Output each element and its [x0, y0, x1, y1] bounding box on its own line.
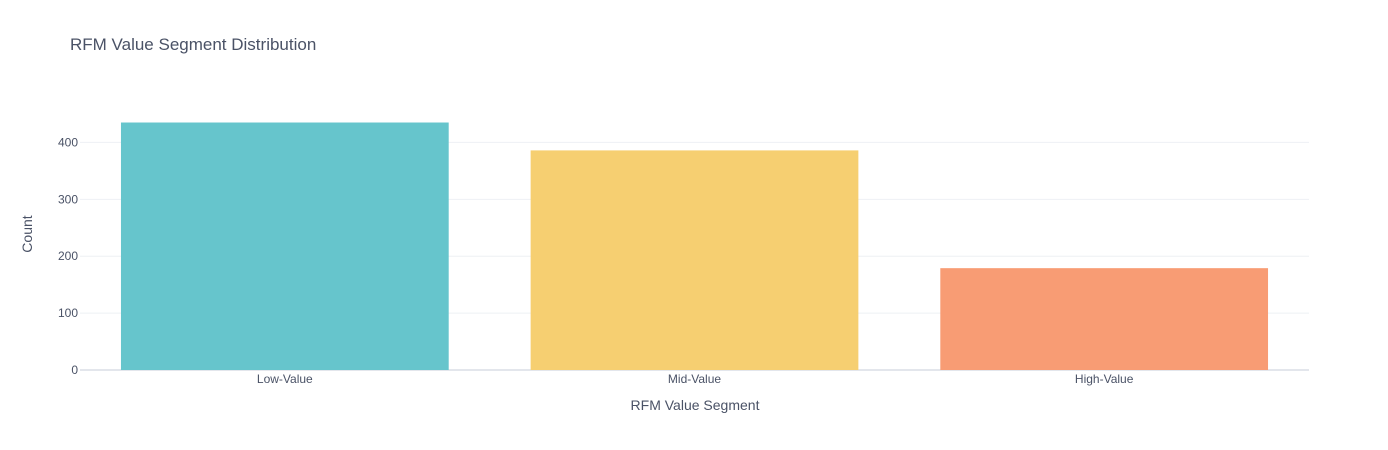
bar-high-value[interactable]: [940, 268, 1269, 370]
bars: [120, 122, 1269, 370]
bar-mid-value[interactable]: [530, 150, 859, 370]
bar-low-value[interactable]: [120, 122, 449, 370]
x-axis-title: RFM Value Segment: [631, 397, 760, 413]
x-axis-ticks: Low-Value Mid-Value High-Value: [257, 372, 1134, 386]
x-tick-label: Low-Value: [257, 372, 313, 386]
y-axis-ticks: 0 100 200 300 400: [58, 135, 78, 377]
chart-title: RFM Value Segment Distribution: [70, 35, 316, 54]
y-axis-title: Count: [19, 215, 35, 252]
y-tick-label: 400: [58, 135, 78, 149]
y-tick-label: 200: [58, 249, 78, 263]
x-tick-label: Mid-Value: [668, 372, 721, 386]
x-tick-label: High-Value: [1075, 372, 1134, 386]
y-tick-label: 0: [71, 363, 78, 377]
y-tick-label: 100: [58, 306, 78, 320]
y-tick-label: 300: [58, 192, 78, 206]
